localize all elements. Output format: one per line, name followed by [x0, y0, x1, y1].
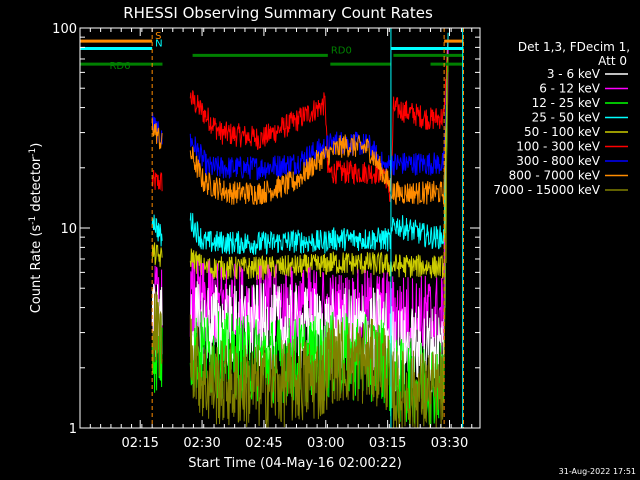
legend-label-7000-15000-keV: 7000 - 15000 keV	[493, 183, 600, 197]
series-line-800-7000-keV	[151, 39, 449, 206]
flag-label-rd0: RD0	[331, 45, 352, 56]
legend-label-50-100-keV: 50 - 100 keV	[524, 125, 601, 139]
x-tick-label-1: 02:30	[183, 436, 220, 451]
series-line-25-50-keV	[151, 32, 449, 255]
series-line-100-300-keV	[151, 34, 449, 203]
x-tick-label-2: 02:45	[245, 436, 282, 451]
series-line-7000-15000-keV	[151, 56, 449, 429]
y-axis-label-exp2: -1	[28, 148, 38, 157]
x-tick-label-5: 03:30	[431, 436, 468, 451]
y-axis-label-exp1: -1	[28, 216, 38, 225]
flag-label-n: N	[155, 38, 162, 49]
footer-timestamp: 31-Aug-2022 17:51	[559, 467, 636, 476]
y-tick-label-2: 100	[52, 22, 77, 37]
legend-header-line-2: Att 0	[598, 54, 627, 68]
y-axis-label-close: )	[29, 143, 44, 148]
data-layer	[151, 32, 449, 429]
legend-label-6-12-keV: 6 - 12 keV	[539, 82, 601, 96]
x-tick-label-4: 03:15	[369, 436, 406, 451]
legend-label-100-300-keV: 100 - 300 keV	[516, 140, 600, 154]
y-tick-label-1: 10	[60, 222, 77, 237]
legend-label-300-800-keV: 300 - 800 keV	[516, 154, 600, 168]
series-line-50-100-keV	[151, 52, 449, 281]
y-axis-label-rest: detector	[29, 156, 44, 216]
legend-label-3-6-keV: 3 - 6 keV	[547, 67, 601, 81]
legend-label-12-25-keV: 12 - 25 keV	[532, 96, 601, 110]
legend-header-line-1: Det 1,3, FDecim 1,	[518, 40, 630, 54]
y-axis-label-main: Count Rate (s	[29, 225, 44, 314]
axis-layer: 02:15 02:30 02:45 03:00 03:15 03:30 1 10 100	[52, 22, 480, 451]
legend-label-25-50-keV: 25 - 50 keV	[532, 111, 601, 125]
flag-layer: SN RD0 RD6	[80, 31, 464, 72]
x-axis-label: Start Time (04-May-16 02:00:22)	[188, 456, 402, 471]
y-axis-label: Count Rate (s-1 detector-1)	[28, 143, 44, 314]
x-tick-label-3: 03:00	[307, 436, 344, 451]
x-tick-label-0: 02:15	[121, 436, 158, 451]
legend-label-800-7000-keV: 800 - 7000 keV	[509, 169, 601, 183]
flag-label-s: S	[155, 31, 161, 42]
chart-title: RHESSI Observing Summary Count Rates	[123, 4, 433, 22]
y-tick-label-0: 1	[69, 422, 77, 437]
flag-label-rd6: RD6	[109, 61, 130, 72]
